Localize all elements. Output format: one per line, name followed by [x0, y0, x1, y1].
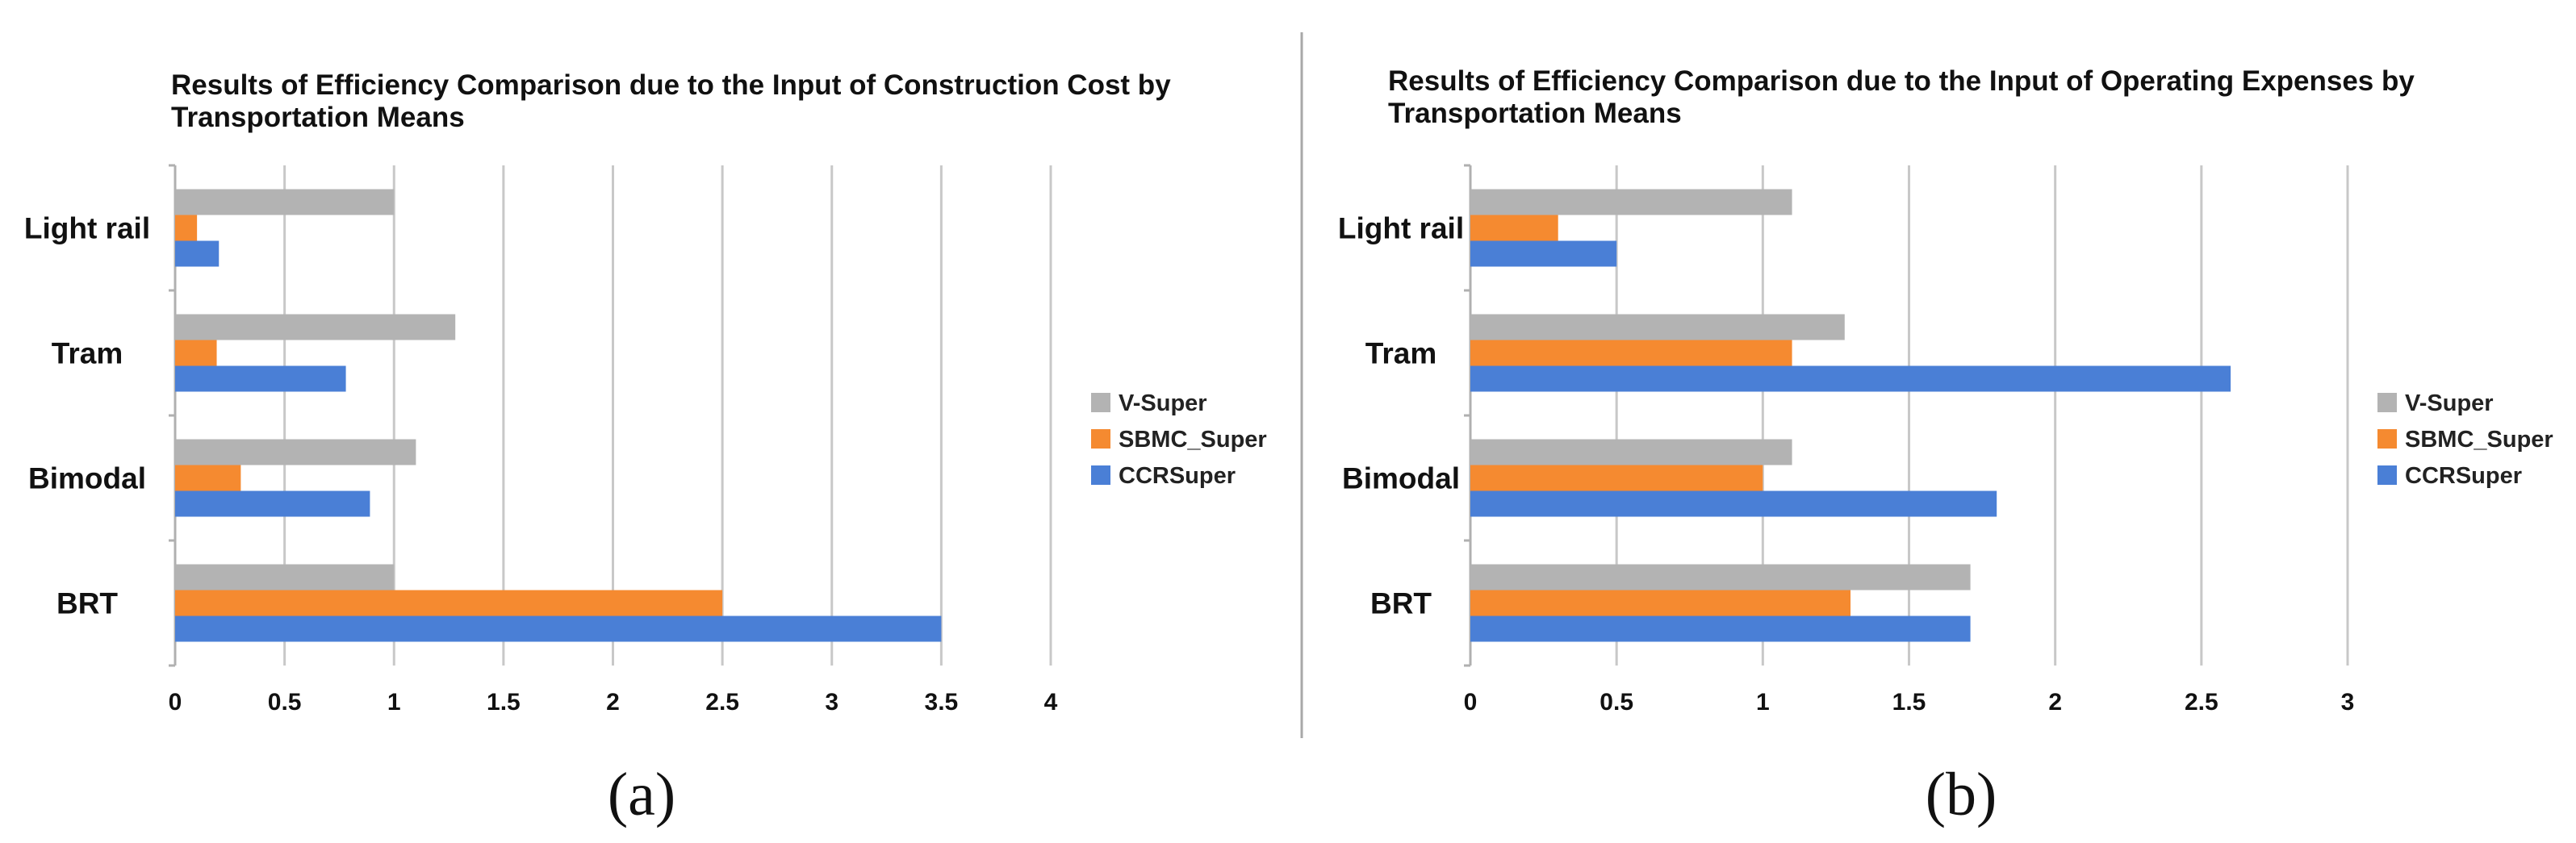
chart-b-legend-label: SBMC_Super — [2405, 427, 2553, 453]
chart-b-bar-sbmc-super — [1470, 340, 1792, 366]
chart-b-bar-sbmc-super — [1470, 215, 1558, 241]
chart-b-legend-label: CCRSuper — [2405, 463, 2522, 489]
chart-a-bar-ccrsuper — [175, 240, 220, 267]
chart-a-category-label: BRT — [56, 587, 118, 620]
chart-b-bar-ccrsuper — [1470, 240, 1617, 267]
chart-b-xtick-label: 1.5 — [1892, 689, 1926, 716]
chart-a-category-label: Light rail — [24, 212, 150, 245]
chart-b-bar-v-super — [1470, 564, 1971, 591]
chart-b-category-label: Light rail — [1338, 212, 1464, 245]
chart-b-title-line-1: Results of Efficiency Comparison due to … — [1388, 65, 2415, 97]
chart-b-bar-v-super — [1470, 439, 1792, 465]
chart-a-xtick-label: 1 — [387, 689, 401, 716]
chart-a-category-label: Tram — [52, 337, 123, 370]
chart-b-category-label: BRT — [1370, 587, 1432, 620]
chart-b-title-line-2: Transportation Means — [1388, 98, 1682, 129]
chart-b-bar-ccrsuper — [1470, 365, 2231, 392]
chart-b-bar-ccrsuper — [1470, 490, 1997, 517]
chart-b-bar-sbmc-super — [1470, 465, 1763, 491]
chart-b-xtick-label: 3 — [2341, 689, 2355, 716]
chart-a-legend-swatch — [1091, 465, 1110, 485]
chart-a-bar-sbmc-super — [175, 340, 217, 366]
chart-a-legend-label: V-Super — [1119, 390, 1207, 416]
chart-b-legend-swatch — [2377, 429, 2397, 449]
chart-a-panel-label: (a) — [608, 761, 675, 828]
chart-b-xtick-label: 2 — [2048, 689, 2062, 716]
chart-b-legend-swatch — [2377, 393, 2397, 412]
chart-a-plot: 0 0.5 1 1.5 2 2.5 3 3.5 4 Light rail Tram Bimodal BR… — [24, 164, 1267, 716]
chart-a-title-line-1: Results of Efficiency Comparison due to … — [171, 69, 1171, 101]
chart-a-legend-swatch — [1091, 429, 1110, 449]
chart-a-bar-sbmc-super — [175, 215, 198, 241]
chart-a-xtick-label: 0.5 — [268, 689, 302, 716]
chart-a-legend-swatch — [1091, 393, 1110, 412]
chart-b-panel-label: (b) — [1926, 761, 1997, 828]
chart-a-bar-v-super — [175, 314, 456, 340]
chart-b-plot: 0 0.5 1 1.5 2 2.5 3 Light rail Tram Bimodal BRT V-S… — [1338, 164, 2553, 716]
chart-b-xtick-label: 1 — [1756, 689, 1770, 716]
chart-a-bar-ccrsuper — [175, 365, 346, 392]
chart-a-xtick-label: 1.5 — [487, 689, 521, 716]
chart-a-xtick-label: 3.5 — [925, 689, 959, 716]
chart-a-bar-ccrsuper — [175, 490, 370, 517]
chart-b-xtick-label: 0 — [1464, 689, 1478, 716]
chart-b-bar-ccrsuper — [1470, 616, 1971, 642]
chart-a-xtick-label: 2.5 — [705, 689, 739, 716]
chart-a-legend-label: CCRSuper — [1119, 463, 1236, 489]
chart-a-bar-sbmc-super — [175, 465, 241, 491]
chart-b-category-label: Tram — [1365, 337, 1436, 370]
chart-b-bar-sbmc-super — [1470, 590, 1851, 616]
chart-a-xtick-label: 4 — [1044, 689, 1058, 716]
chart-b-category-label: Bimodal — [1342, 462, 1460, 495]
chart-b-bar-v-super — [1470, 314, 1845, 340]
chart-a-xtick-label: 2 — [606, 689, 620, 716]
chart-a-bar-ccrsuper — [175, 616, 942, 642]
chart-a-bar-v-super — [175, 564, 395, 591]
chart-b: Results of Efficiency Comparison due to … — [1338, 65, 2553, 828]
chart-a-legend-label: SBMC_Super — [1119, 427, 1267, 453]
chart-a-bar-v-super — [175, 189, 395, 215]
chart-b-legend-swatch — [2377, 465, 2397, 485]
chart-a-category-label: Bimodal — [28, 462, 146, 495]
chart-b-legend-label: V-Super — [2405, 390, 2494, 416]
chart-a-xtick-label: 3 — [825, 689, 838, 716]
chart-a: Results of Efficiency Comparison due to … — [24, 69, 1267, 828]
chart-b-bar-v-super — [1470, 189, 1792, 215]
chart-a-bar-sbmc-super — [175, 590, 723, 616]
chart-b-xtick-label: 2.5 — [2185, 689, 2218, 716]
chart-a-xtick-label: 0 — [169, 689, 182, 716]
chart-b-xtick-label: 0.5 — [1600, 689, 1633, 716]
chart-a-bar-v-super — [175, 439, 416, 465]
chart-a-title-line-2: Transportation Means — [171, 102, 465, 133]
